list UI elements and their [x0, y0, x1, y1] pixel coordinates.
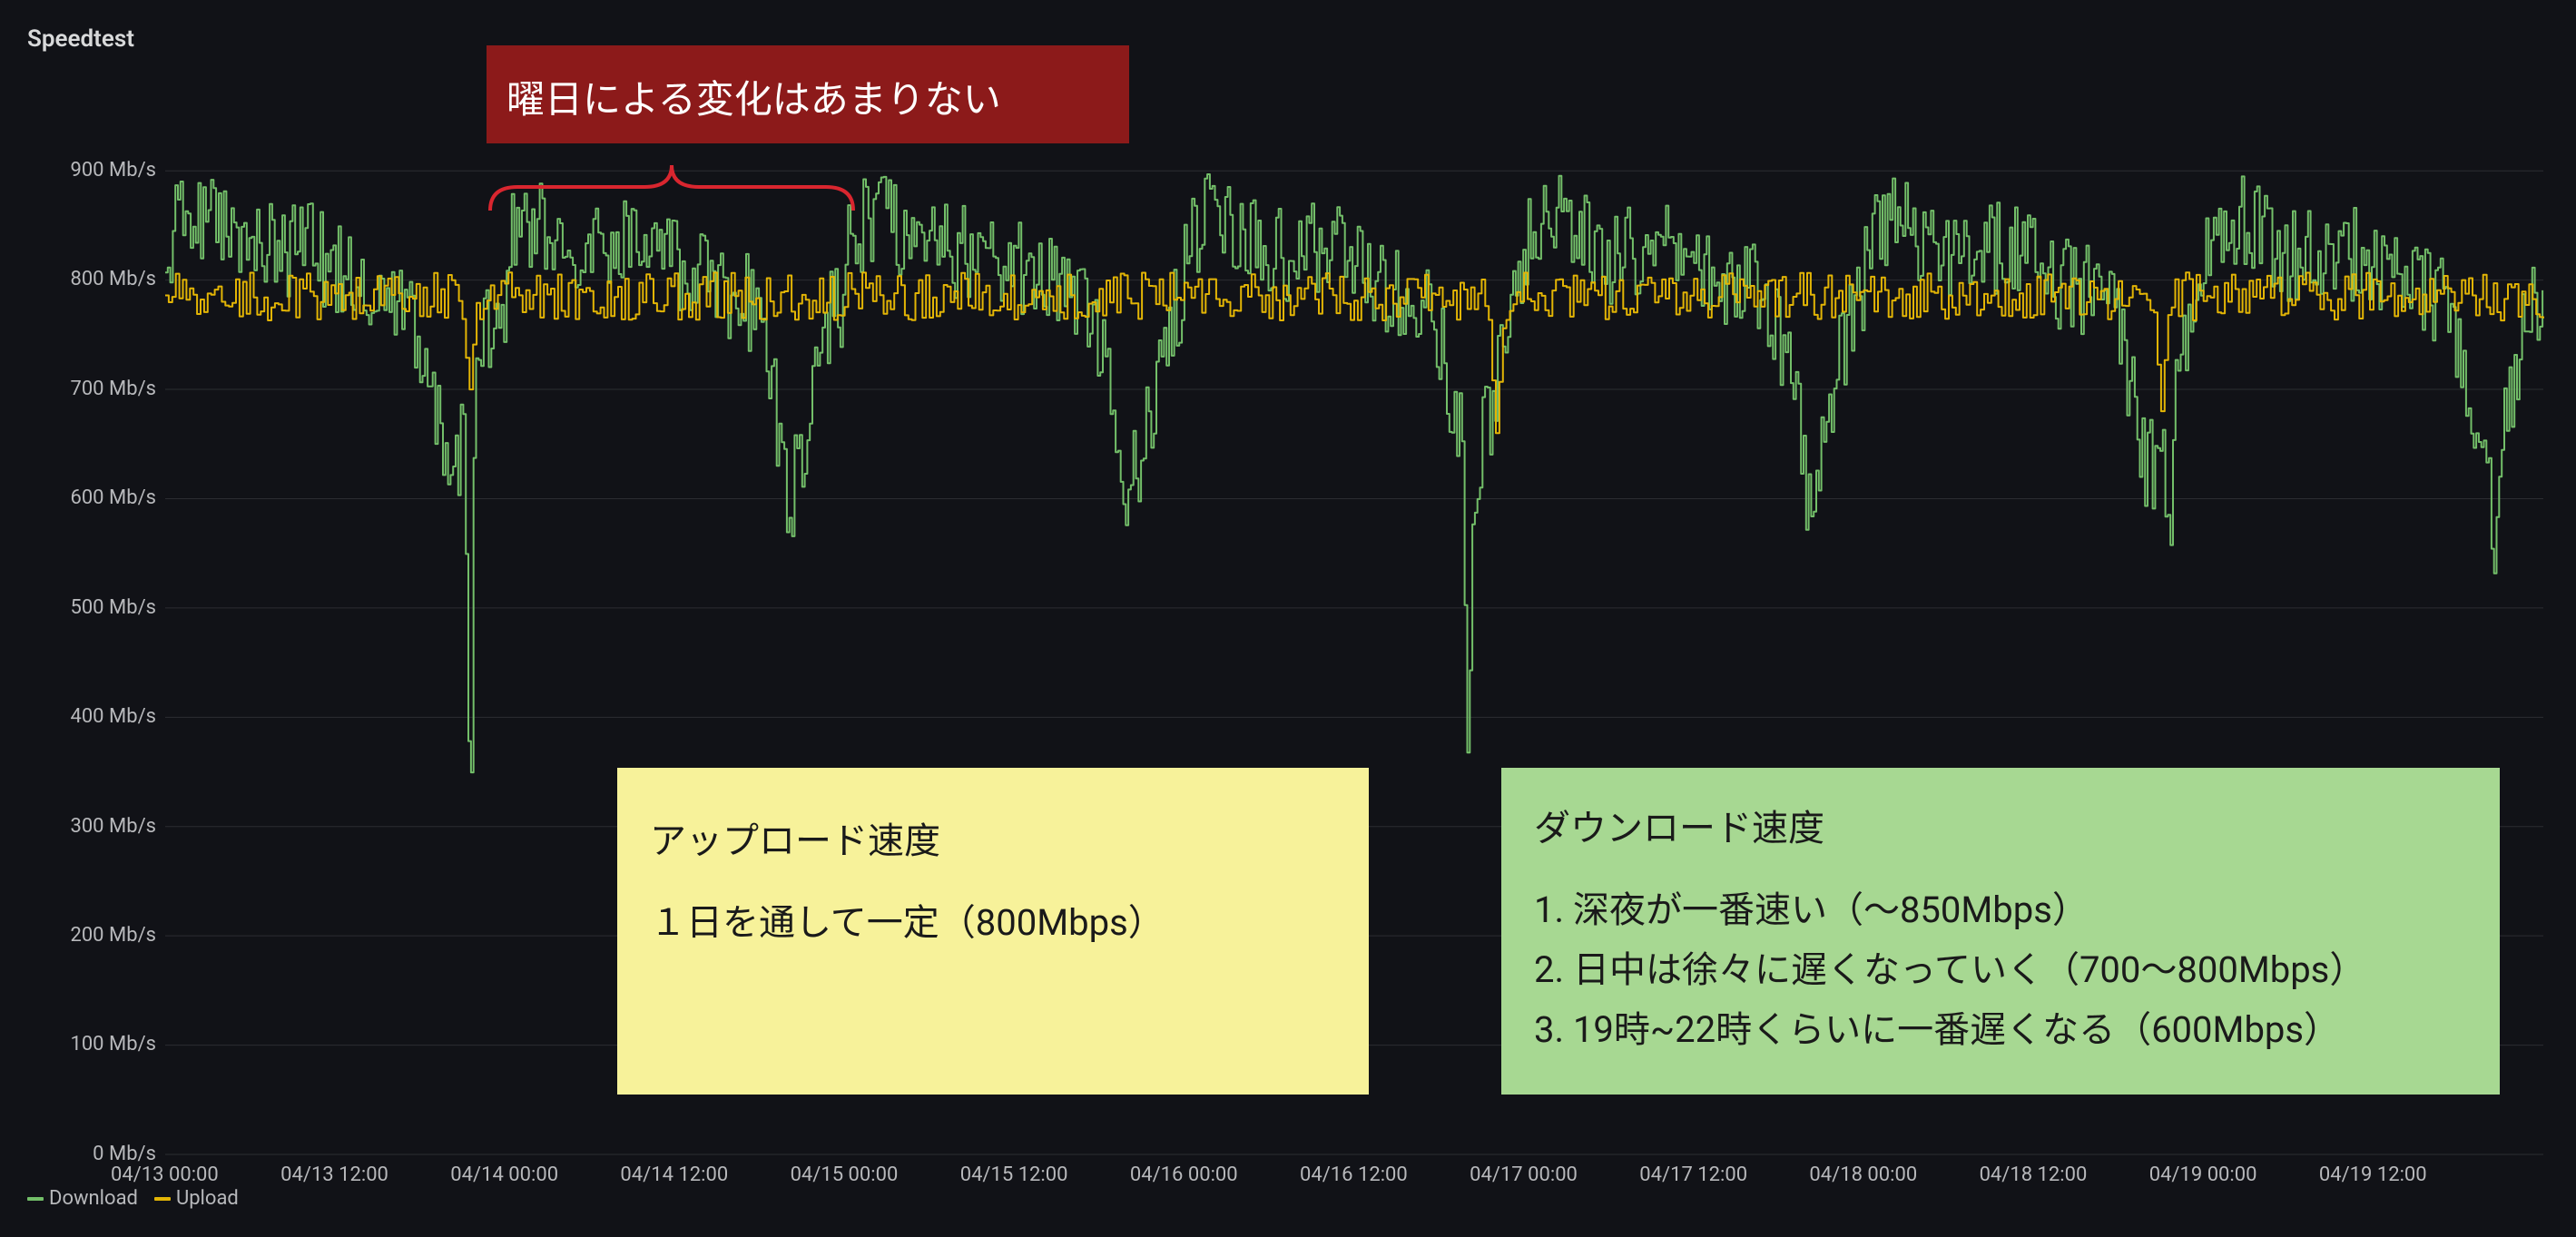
- x-axis-label: 04/18 00:00: [1809, 1163, 1917, 1186]
- x-axis-label: 04/16 12:00: [1300, 1163, 1408, 1186]
- legend-item[interactable]: Upload: [154, 1187, 239, 1210]
- x-axis-label: 04/17 00:00: [1470, 1163, 1578, 1186]
- annotation-yellow-line: １日を通して一定（800Mbps）: [650, 895, 1336, 951]
- annotation-green-line: 2. 日中は徐々に遅くなっていく（700〜800Mbps）: [1534, 942, 2467, 998]
- x-axis-label: 04/14 12:00: [620, 1163, 728, 1186]
- x-axis-label: 04/19 00:00: [2149, 1163, 2257, 1186]
- annotation-green-line: 1. 深夜が一番速い（〜850Mbps）: [1534, 882, 2467, 938]
- annotation-yellow: アップロード速度 １日を通して一定（800Mbps）: [617, 768, 1369, 1095]
- y-axis-label: 200 Mb/s: [70, 924, 156, 947]
- x-axis-label: 04/13 12:00: [280, 1163, 388, 1186]
- annotation-green-line: 3. 19時~22時くらいに一番遅くなる（600Mbps）: [1534, 1002, 2467, 1058]
- legend: Download Upload: [27, 1187, 239, 1210]
- annotation-red-text: 曜日による変化はあまりない: [506, 71, 1109, 130]
- x-axis-label: 04/18 12:00: [1980, 1163, 2088, 1186]
- y-axis-label: 800 Mb/s: [70, 268, 156, 290]
- y-axis-label: 100 Mb/s: [70, 1033, 156, 1055]
- annotation-red: 曜日による変化はあまりない: [487, 45, 1129, 143]
- y-axis-label: 900 Mb/s: [70, 159, 156, 182]
- speedtest-panel: Speedtest0 Mb/s100 Mb/s200 Mb/s300 Mb/s4…: [0, 0, 2576, 1237]
- y-axis-label: 500 Mb/s: [70, 596, 156, 619]
- legend-item[interactable]: Download: [27, 1187, 138, 1210]
- y-axis-label: 400 Mb/s: [70, 705, 156, 728]
- legend-swatch: [154, 1197, 171, 1201]
- x-axis-label: 04/19 12:00: [2319, 1163, 2427, 1186]
- annotation-green: ダウンロード速度 1. 深夜が一番速い（〜850Mbps）2. 日中は徐々に遅くな…: [1501, 768, 2500, 1095]
- annotation-green-title: ダウンロード速度: [1534, 800, 2467, 857]
- x-axis-label: 04/15 00:00: [791, 1163, 899, 1186]
- x-axis-label: 04/16 00:00: [1130, 1163, 1238, 1186]
- download-series: [165, 174, 2542, 772]
- y-axis-label: 300 Mb/s: [70, 815, 156, 838]
- x-axis-label: 04/13 00:00: [111, 1163, 219, 1186]
- y-axis-label: 600 Mb/s: [70, 486, 156, 509]
- legend-swatch: [27, 1197, 44, 1201]
- annotation-yellow-title: アップロード速度: [650, 813, 1336, 869]
- legend-label: Upload: [176, 1187, 239, 1210]
- y-axis-label: 0 Mb/s: [93, 1143, 156, 1165]
- legend-label: Download: [49, 1187, 138, 1210]
- y-axis-label: 700 Mb/s: [70, 378, 156, 400]
- x-axis-label: 04/17 12:00: [1639, 1163, 1747, 1186]
- x-axis-label: 04/15 12:00: [960, 1163, 1068, 1186]
- x-axis-label: 04/14 00:00: [450, 1163, 558, 1186]
